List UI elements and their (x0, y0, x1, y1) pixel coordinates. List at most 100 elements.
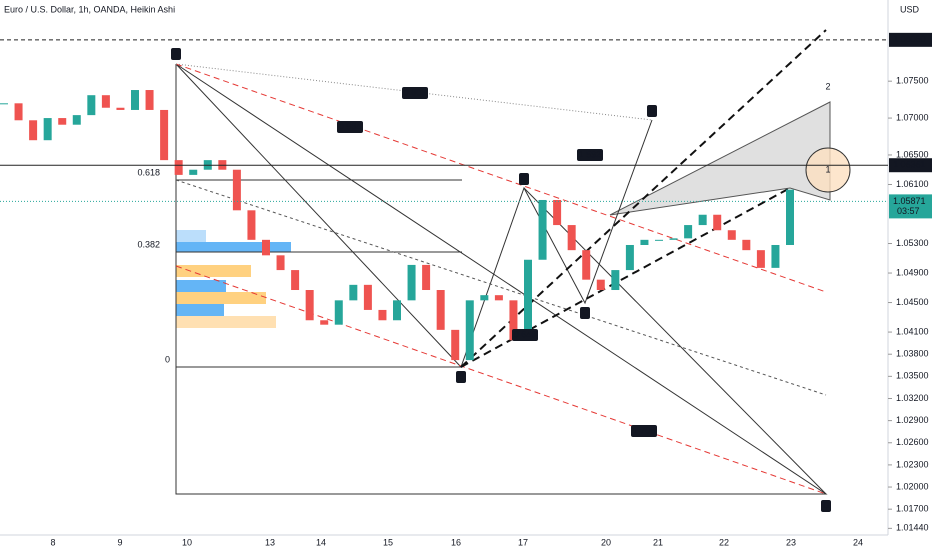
pattern-label: B (458, 371, 464, 381)
candle (291, 270, 300, 291)
dotted-line (175, 63, 653, 121)
x-tick-label: 23 (786, 537, 796, 547)
y-tick-label: 1.02000 (896, 481, 929, 491)
candle (116, 107, 125, 110)
candle (640, 239, 649, 245)
pattern-label: 1 (825, 164, 830, 174)
x-tick-label: 22 (719, 537, 729, 547)
candle (465, 300, 474, 361)
y-tick-label: 1.02600 (896, 437, 929, 447)
candle (422, 264, 431, 291)
chart-title: Euro / U.S. Dollar, 1h, OANDA, Heikin As… (4, 4, 175, 14)
ratio-box (337, 121, 363, 133)
x-tick-label: 16 (451, 537, 461, 547)
pattern-label: D (823, 500, 830, 510)
y-tick-label: 1.02300 (896, 459, 929, 469)
y-tick-label: 1.04900 (896, 267, 929, 277)
price-tag-label: 1.05871 (893, 196, 926, 206)
candle (58, 118, 67, 125)
pattern-label: D (649, 105, 656, 115)
candle (553, 199, 562, 226)
y-tick-label: 1.04100 (896, 326, 929, 336)
x-tick-label: 17 (518, 537, 528, 547)
candle (29, 120, 38, 141)
triangle (609, 101, 831, 216)
candle (320, 320, 329, 325)
candle (363, 284, 372, 310)
candle (655, 239, 663, 241)
ratio-label: 1.706 (633, 425, 656, 435)
pattern-label: A (173, 48, 179, 58)
ratio-box (402, 87, 428, 99)
dotted-line (175, 179, 827, 396)
x-tick-label: 20 (601, 537, 611, 547)
candle (582, 250, 591, 280)
candle (276, 255, 285, 271)
pattern-point (456, 371, 466, 383)
pattern-line (175, 63, 828, 495)
candle (509, 300, 518, 341)
ratio-label: 0.584 (339, 121, 362, 131)
volume-profile (176, 230, 206, 242)
candle (247, 210, 256, 240)
y-tick-label: 1.01440 (896, 523, 929, 533)
highlight-circle (805, 147, 851, 193)
x-tick-label: 15 (383, 537, 393, 547)
y-tick-label: 1.07000 (896, 112, 929, 122)
pattern-point (171, 48, 181, 60)
candle (727, 230, 736, 240)
pattern-point (519, 173, 529, 185)
candle (407, 264, 416, 301)
y-tick-label: 1.06500 (896, 149, 929, 159)
candle (436, 290, 445, 330)
y-tick-label: 1.03800 (896, 349, 929, 359)
y-tick-label: 1.02900 (896, 415, 929, 425)
x-tick-label: 8 (50, 537, 55, 547)
candle (131, 90, 139, 110)
fib-label: 0.618 (137, 167, 160, 177)
price-tag (889, 158, 932, 173)
candle (538, 199, 547, 260)
price-tag-timer: 03:57 (897, 206, 920, 216)
y-tick-label: 1.03200 (896, 393, 929, 403)
volume-profile (176, 265, 251, 277)
ratio-label: 0.808 (404, 87, 427, 97)
candle (393, 300, 401, 321)
ratio-box (631, 425, 657, 437)
candle (524, 259, 532, 341)
candle (145, 90, 154, 110)
candle (232, 169, 241, 211)
x-tick-label: 21 (653, 537, 663, 547)
candle (334, 300, 343, 325)
candle (786, 189, 794, 245)
candle (625, 244, 634, 271)
price-tag-label: 1.06361 (893, 160, 926, 170)
drawings (175, 29, 851, 495)
ratio-label: 0.648 (514, 329, 537, 339)
candle (189, 169, 198, 175)
pattern-point (647, 105, 657, 117)
candle (262, 239, 270, 256)
candle (567, 225, 576, 251)
y-tick-label: 1.01700 (896, 504, 929, 514)
volume-profile (176, 280, 226, 292)
ratio-box (512, 329, 538, 341)
candle (0, 103, 8, 105)
x-tick-label: 10 (182, 537, 192, 547)
ratio-label: 1.593 (579, 149, 602, 159)
candle (160, 109, 169, 161)
y-tick-label: 1.06100 (896, 179, 929, 189)
fib-label: 0 (165, 354, 170, 364)
candle (494, 295, 503, 301)
y-tick-label: 1.04500 (896, 297, 929, 307)
y-tick-label: 1.05300 (896, 238, 929, 248)
fib-label: 0.382 (137, 239, 160, 249)
pattern-label: C (582, 307, 589, 317)
y-tick-label: 1.07500 (896, 76, 929, 86)
candle (43, 118, 52, 141)
candle (378, 309, 387, 321)
candle (101, 95, 110, 108)
candle (174, 160, 183, 175)
